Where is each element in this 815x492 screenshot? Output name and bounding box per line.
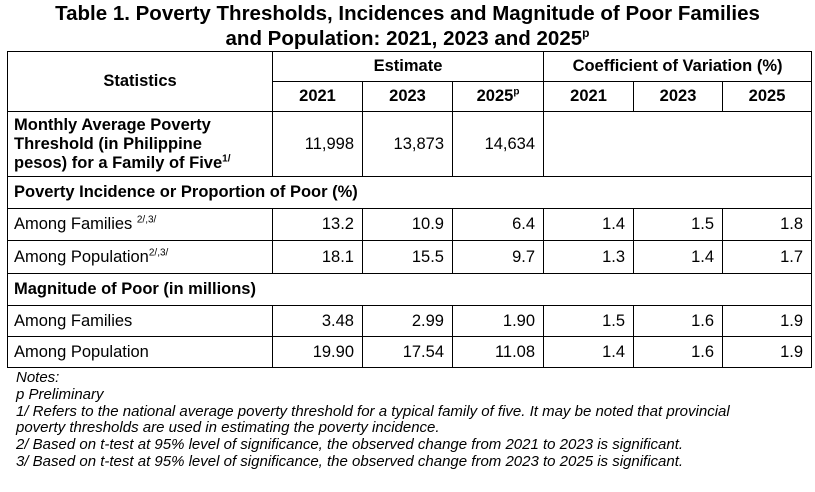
incidence-families-cv-2025: 1.8	[722, 208, 813, 241]
note-2: 2/ Based on t-test at 95% level of signi…	[16, 436, 684, 454]
threshold-label-line-2: Threshold (in Philippine	[14, 134, 202, 153]
notes-heading: Notes:	[16, 369, 60, 386]
table-title: Table 1. Poverty Thresholds, Incidences …	[0, 1, 815, 51]
incidence-population-label-text: Among Population	[14, 247, 149, 266]
incidence-population-est-2023: 15.5	[362, 240, 453, 274]
incidence-population-label: Among Population2/,3/	[7, 240, 273, 274]
magnitude-families-cv-2021: 1.5	[543, 305, 635, 337]
threshold-label-line-3: pesos) for a Family of Five1/	[14, 154, 266, 173]
table-notes: Notes: p Preliminary 1/ Refers to the na…	[16, 369, 806, 471]
table-row: Among Population2/,3/ 18.1 15.5 9.7 1.3 …	[7, 240, 813, 274]
incidence-families-est-2025: 6.4	[451, 208, 545, 241]
threshold-footnote-mark: 1/	[222, 153, 231, 164]
threshold-cv-empty	[543, 111, 813, 177]
note-1-line-1: 1/ Refers to the national average povert…	[16, 402, 730, 420]
threshold-value-2023: 13,873	[362, 111, 453, 177]
magnitude-population-cv-2023: 1.6	[633, 336, 724, 368]
threshold-value-2021: 11,998	[272, 111, 363, 177]
note-preliminary: p Preliminary	[16, 385, 104, 403]
magnitude-families-cv-2023: 1.6	[633, 305, 724, 337]
threshold-label-line-1: Monthly Average Poverty	[14, 115, 211, 134]
incidence-population-est-2021: 18.1	[272, 240, 363, 274]
header-cv-2023: 2023	[633, 81, 724, 112]
header-estimate: Estimate	[271, 51, 545, 82]
table-row: Among Families 2/,3/ 13.2 10.9 6.4 1.4 1…	[7, 208, 813, 241]
header-est-2021: 2021	[272, 81, 363, 112]
threshold-value-2025: 14,634	[451, 111, 545, 177]
incidence-families-cv-2023: 1.5	[633, 208, 724, 241]
title-line-2: and Population: 2021, 2023 and 2025p	[0, 26, 815, 51]
magnitude-families-est-2021: 3.48	[272, 305, 363, 337]
magnitude-families-est-2025: 1.90	[451, 305, 545, 337]
magnitude-families-est-2023: 2.99	[362, 305, 453, 337]
note-1-line-2: poverty thresholds are used in estimatin…	[16, 419, 440, 437]
title-line-1: Table 1. Poverty Thresholds, Incidences …	[55, 2, 760, 25]
table-row: Monthly Average Poverty Threshold (in Ph…	[7, 111, 813, 177]
magnitude-population-est-2025: 11.08	[451, 336, 545, 368]
header-est-2025: 2025p	[451, 81, 545, 112]
incidence-population-cv-2025: 1.7	[722, 240, 813, 274]
threshold-label-line-3-text: pesos) for a Family of Five	[14, 153, 223, 172]
table-row: Among Population 19.90 17.54 11.08 1.4 1…	[7, 336, 813, 368]
threshold-label: Monthly Average Poverty Threshold (in Ph…	[7, 111, 273, 177]
incidence-families-footnote-mark: 2/,3/	[136, 214, 157, 226]
header-est-2023: 2023	[362, 81, 453, 112]
magnitude-population-est-2023: 17.54	[362, 336, 453, 368]
header-statistics: Statistics	[7, 51, 273, 112]
note-3: 3/ Based on t-test at 95% level of signi…	[16, 452, 684, 470]
section-magnitude-of-poor: Magnitude of Poor (in millions)	[6, 273, 813, 306]
incidence-population-footnote-mark: 2/,3/	[148, 247, 169, 258]
title-line-2-text: and Population: 2021, 2023 and 2025	[225, 27, 583, 50]
table-row: Among Families 3.48 2.99 1.90 1.5 1.6 1.…	[7, 305, 813, 337]
magnitude-population-label: Among Population	[7, 336, 273, 368]
magnitude-population-cv-2021: 1.4	[543, 336, 635, 368]
header-est-2025-mark: p	[513, 86, 520, 98]
magnitude-population-est-2021: 19.90	[272, 336, 363, 368]
incidence-population-cv-2023: 1.4	[633, 240, 724, 274]
magnitude-population-cv-2025: 1.9	[722, 336, 813, 368]
incidence-population-est-2025: 9.7	[451, 240, 545, 274]
incidence-families-label: Among Families 2/,3/	[7, 208, 273, 241]
incidence-families-est-2023: 10.9	[362, 208, 453, 241]
title-preliminary-mark: p	[582, 26, 590, 41]
incidence-population-cv-2021: 1.3	[543, 240, 635, 274]
header-est-2025-text: 2025	[476, 87, 514, 105]
incidence-families-est-2021: 13.2	[272, 208, 363, 241]
incidence-families-label-text: Among Families	[14, 215, 137, 233]
poverty-statistics-table: Statistics Estimate Coefficient of Varia…	[6, 51, 813, 368]
incidence-families-cv-2021: 1.4	[543, 208, 635, 241]
section-poverty-incidence: Poverty Incidence or Proportion of Poor …	[6, 176, 813, 209]
header-cv-2021: 2021	[543, 81, 635, 112]
header-coefficient-of-variation: Coefficient of Variation (%)	[543, 51, 813, 82]
magnitude-families-label: Among Families	[7, 305, 273, 337]
magnitude-families-cv-2025: 1.9	[722, 305, 813, 337]
header-cv-2025: 2025	[722, 81, 813, 112]
